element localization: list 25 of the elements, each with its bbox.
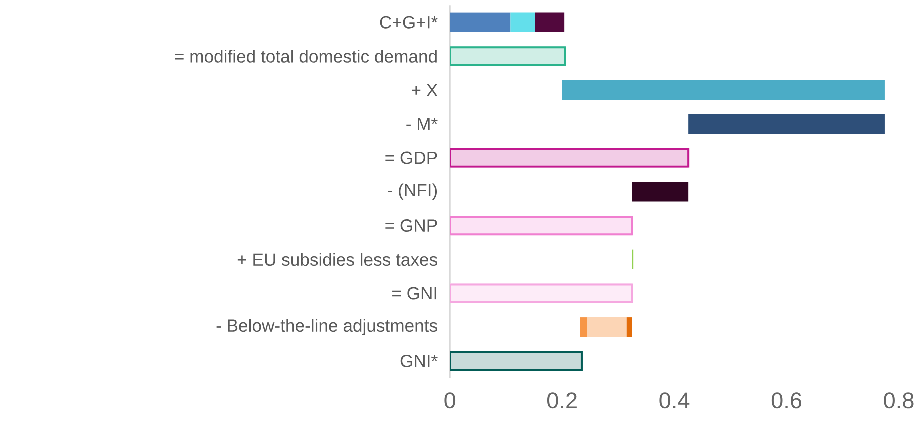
x-tick-label: 0.6: [772, 392, 802, 409]
bar: [632, 182, 689, 202]
bar: [587, 317, 627, 338]
x-tick-label: 0.2: [547, 392, 577, 409]
y-tick-label: - (NFI): [388, 184, 438, 200]
x-tick-label: 0: [444, 392, 456, 409]
bar: [450, 12, 511, 32]
bar: [510, 12, 536, 32]
bar: [626, 317, 632, 338]
y-tick-label: - Below-the-line adjustments: [216, 318, 438, 336]
bar: [562, 80, 885, 100]
bar: [580, 317, 588, 338]
y-tick-label: = GDP: [386, 152, 438, 164]
x-tick-label: 0.8: [884, 392, 914, 409]
bar: [688, 114, 885, 134]
x-tick-label: 0.4: [660, 392, 690, 409]
y-tick-label: GNI*: [400, 354, 438, 368]
bar: [535, 12, 565, 32]
y-tick-label: = GNI: [392, 287, 436, 300]
y-tick-label: + X: [412, 84, 438, 96]
y-tick-label: = GNP: [386, 219, 438, 232]
y-tick-label: - M*: [406, 118, 438, 130]
y-tick-label: = modified total domestic demand: [175, 50, 437, 63]
y-tick-label: C+G+I*: [380, 16, 438, 29]
y-tick-label: + EU subsidies less taxes: [238, 252, 438, 266]
